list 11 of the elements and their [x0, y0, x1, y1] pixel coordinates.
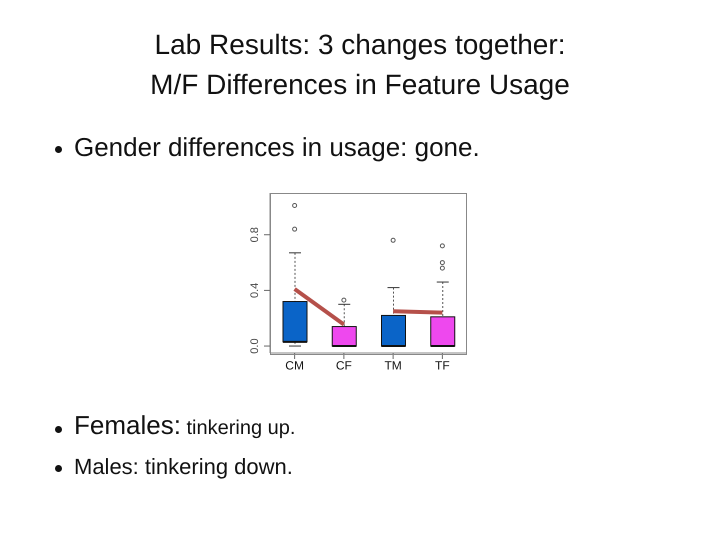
- x-tick-label: TF: [435, 358, 450, 373]
- x-tick-label: CF: [336, 358, 352, 373]
- y-tick-label: 0.4: [249, 282, 261, 298]
- chart-subtitle: Gender differences in usage: gone.: [74, 132, 480, 162]
- chart-title: Lab Results: 3 changes together: M/F Differences in Feature Usage: [149, 28, 571, 102]
- text: Females: tinkering up.: [74, 410, 296, 440]
- y-tick-label: 0.8: [249, 227, 261, 242]
- text: Males: tinkering down.: [74, 454, 293, 479]
- x-tick-label: CM: [285, 358, 304, 373]
- y-tick-label: 0.0: [249, 338, 261, 354]
- x-tick-label: TM: [384, 358, 402, 373]
